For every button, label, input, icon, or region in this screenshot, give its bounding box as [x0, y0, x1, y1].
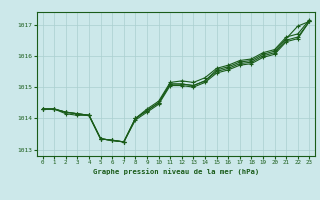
X-axis label: Graphe pression niveau de la mer (hPa): Graphe pression niveau de la mer (hPa): [93, 168, 259, 175]
